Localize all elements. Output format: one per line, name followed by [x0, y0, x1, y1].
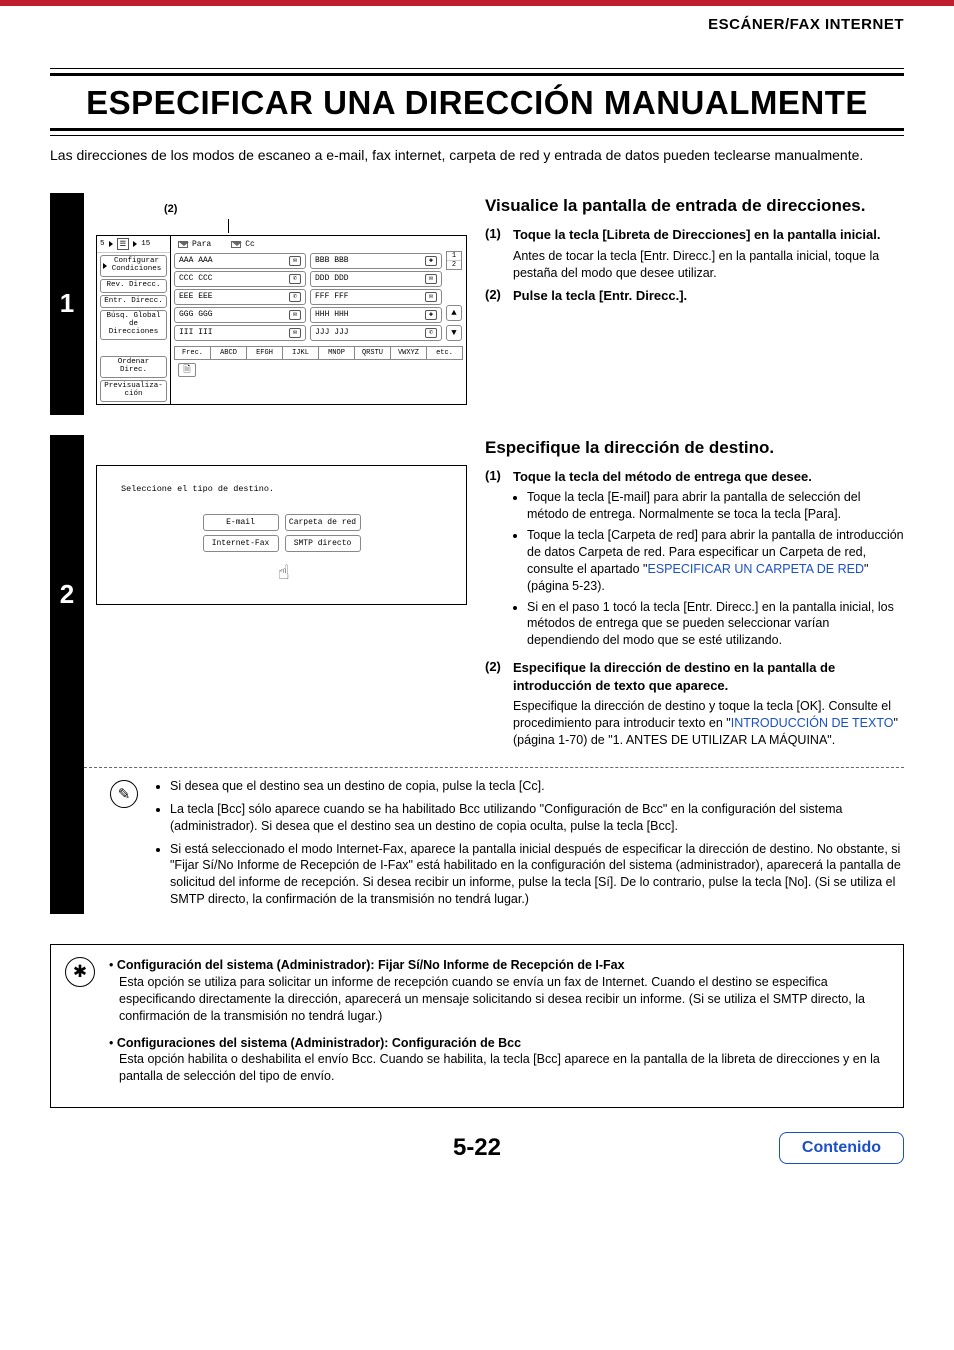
step2-heading: Especifique la dirección de destino.: [485, 437, 904, 458]
address-row: III III✉ JJJ JJJ✆: [174, 325, 442, 341]
alpha-tab[interactable]: MNOP: [319, 346, 355, 360]
alpha-tab[interactable]: EFGH: [247, 346, 283, 360]
note-item: La tecla [Bcc] sólo aparece cuando se ha…: [170, 801, 904, 835]
bullet-item: Toque la tecla [E-mail] para abrir la pa…: [527, 489, 904, 523]
alpha-tab[interactable]: QRSTU: [355, 346, 391, 360]
alpha-tab[interactable]: ABCD: [211, 346, 247, 360]
address-book-screen: 5 ☰ 15 ConfigurarCondiciones Rev. Direcc…: [96, 235, 467, 405]
page-counter: 1 2: [446, 251, 462, 270]
substep-number: (1): [485, 468, 513, 653]
substep-number: (2): [485, 287, 513, 305]
image-icon: ◈: [425, 310, 437, 320]
header-category: ESCÁNER/FAX INTERNET: [50, 16, 904, 33]
alpha-tab[interactable]: etc.: [427, 346, 463, 360]
envelope-icon: ✉: [289, 328, 301, 338]
page-number: 5-22: [50, 1134, 904, 1162]
email-button[interactable]: E-mail: [203, 514, 279, 531]
destination-type-screen: Seleccione el tipo de destino. E-mail Ca…: [96, 465, 467, 605]
envelope-icon: ✉: [425, 274, 437, 284]
step-number-1: 1: [50, 193, 84, 415]
alpha-tab[interactable]: Frec.: [174, 346, 211, 360]
step-number-2: 2: [50, 435, 84, 755]
address-row: AAA AAA✉ BBB BBB◈: [174, 253, 442, 269]
substep-title: Especifique la dirección de destino en l…: [513, 659, 904, 694]
busq-global-button[interactable]: Búsq. Globalde Direcciones: [100, 310, 167, 340]
sys-item-body: Esta opción habilita o deshabilita el en…: [109, 1051, 889, 1085]
address-entry[interactable]: FFF FFF✉: [310, 289, 442, 305]
system-settings-box: ✱ • Configuración del sistema (Administr…: [50, 944, 904, 1108]
address-row: GGG GGG✉ HHH HHH◈: [174, 307, 442, 323]
carpeta-red-button[interactable]: Carpeta de red: [285, 514, 361, 531]
previsualizacion-button[interactable]: Previsualiza-ción: [100, 380, 167, 402]
link-introduccion-texto[interactable]: INTRODUCCIÓN DE TEXTO: [731, 716, 894, 730]
pencil-note-icon: ✎: [110, 780, 138, 808]
address-entry[interactable]: AAA AAA✉: [174, 253, 306, 269]
substep-number: (2): [485, 659, 513, 749]
ordenar-direc-button[interactable]: Ordenar Direc.: [100, 356, 167, 378]
rev-direcc-button[interactable]: Rev. Direcc.: [100, 279, 167, 293]
alpha-tab[interactable]: VWXYZ: [391, 346, 427, 360]
envelope-icon: ✉: [289, 310, 301, 320]
smtp-directo-button[interactable]: SMTP directo: [285, 535, 361, 552]
callout-2: (2): [96, 203, 467, 215]
step1-heading: Visualice la pantalla de entrada de dire…: [485, 195, 904, 216]
configurar-condiciones-button[interactable]: ConfigurarCondiciones: [100, 255, 167, 277]
address-entry[interactable]: BBB BBB◈: [310, 253, 442, 269]
para-tab[interactable]: Para: [178, 240, 211, 249]
alpha-tab[interactable]: IJKL: [283, 346, 319, 360]
sys-item-body: Esta opción se utiliza para solicitar un…: [109, 974, 889, 1025]
note-item: Si está seleccionado el modo Internet-Fa…: [170, 841, 904, 909]
scroll-up-button[interactable]: ▲: [446, 305, 462, 321]
envelope-icon: [231, 241, 241, 248]
substep-number: (1): [485, 226, 513, 281]
internet-fax-button[interactable]: Internet-Fax: [203, 535, 279, 552]
alpha-tabs: Frec. ABCD EFGH IJKL MNOP QRSTU VWXYZ et…: [174, 346, 463, 360]
entr-direcc-button[interactable]: Entr. Direcc.: [100, 295, 167, 309]
bullet-item: Toque la tecla [Carpeta de red] para abr…: [527, 527, 904, 595]
bullet-item: Si en el paso 1 tocó la tecla [Entr. Dir…: [527, 599, 904, 650]
gear-icon: ✱: [65, 957, 95, 987]
substep-detail: Especifique la dirección de destino y to…: [513, 698, 904, 749]
address-entry[interactable]: EEE EEE✆: [174, 289, 306, 305]
phone-icon: ✆: [425, 328, 437, 338]
hand-pointer-icon: ☝: [278, 560, 290, 586]
address-row: EEE EEE✆ FFF FFF✉: [174, 289, 442, 305]
contenido-button[interactable]: Contenido: [779, 1132, 904, 1164]
envelope-icon: ✉: [425, 292, 437, 302]
sys-item-title: Configuración del sistema (Administrador…: [117, 958, 625, 972]
substep-detail: Antes de tocar la tecla [Entr. Direcc.] …: [513, 248, 904, 282]
preview-icon[interactable]: 🗎: [178, 363, 196, 377]
address-entry[interactable]: HHH HHH◈: [310, 307, 442, 323]
cc-tab[interactable]: Cc: [231, 240, 255, 249]
substep-title: Pulse la tecla [Entr. Direcc.].: [513, 287, 904, 305]
page-title: ESPECIFICAR UNA DIRECCIÓN MANUALMENTE: [50, 84, 904, 122]
address-entry[interactable]: III III✉: [174, 325, 306, 341]
address-entry[interactable]: DDD DDD✉: [310, 271, 442, 287]
screen-prompt: Seleccione el tipo de destino.: [111, 484, 452, 494]
image-icon: ◈: [425, 256, 437, 266]
substep-title: Toque la tecla [Libreta de Direcciones] …: [513, 226, 904, 244]
address-entry[interactable]: GGG GGG✉: [174, 307, 306, 323]
phone-icon: ✆: [289, 292, 301, 302]
link-carpeta-red[interactable]: ESPECIFICAR UN CARPETA DE RED: [648, 562, 864, 576]
envelope-icon: [178, 241, 188, 248]
address-entry[interactable]: JJJ JJJ✆: [310, 325, 442, 341]
address-entry[interactable]: CCC CCC✆: [174, 271, 306, 287]
scroll-down-button[interactable]: ▼: [446, 325, 462, 341]
address-row: CCC CCC✆ DDD DDD✉: [174, 271, 442, 287]
intro-text: Las direcciones de los modos de escaneo …: [50, 146, 904, 165]
sys-item-title: Configuraciones del sistema (Administrad…: [117, 1036, 521, 1050]
substep-title: Toque la tecla del método de entrega que…: [513, 468, 904, 486]
phone-icon: ✆: [289, 274, 301, 284]
note-item: Si desea que el destino sea un destino d…: [170, 778, 904, 795]
envelope-icon: ✉: [289, 256, 301, 266]
